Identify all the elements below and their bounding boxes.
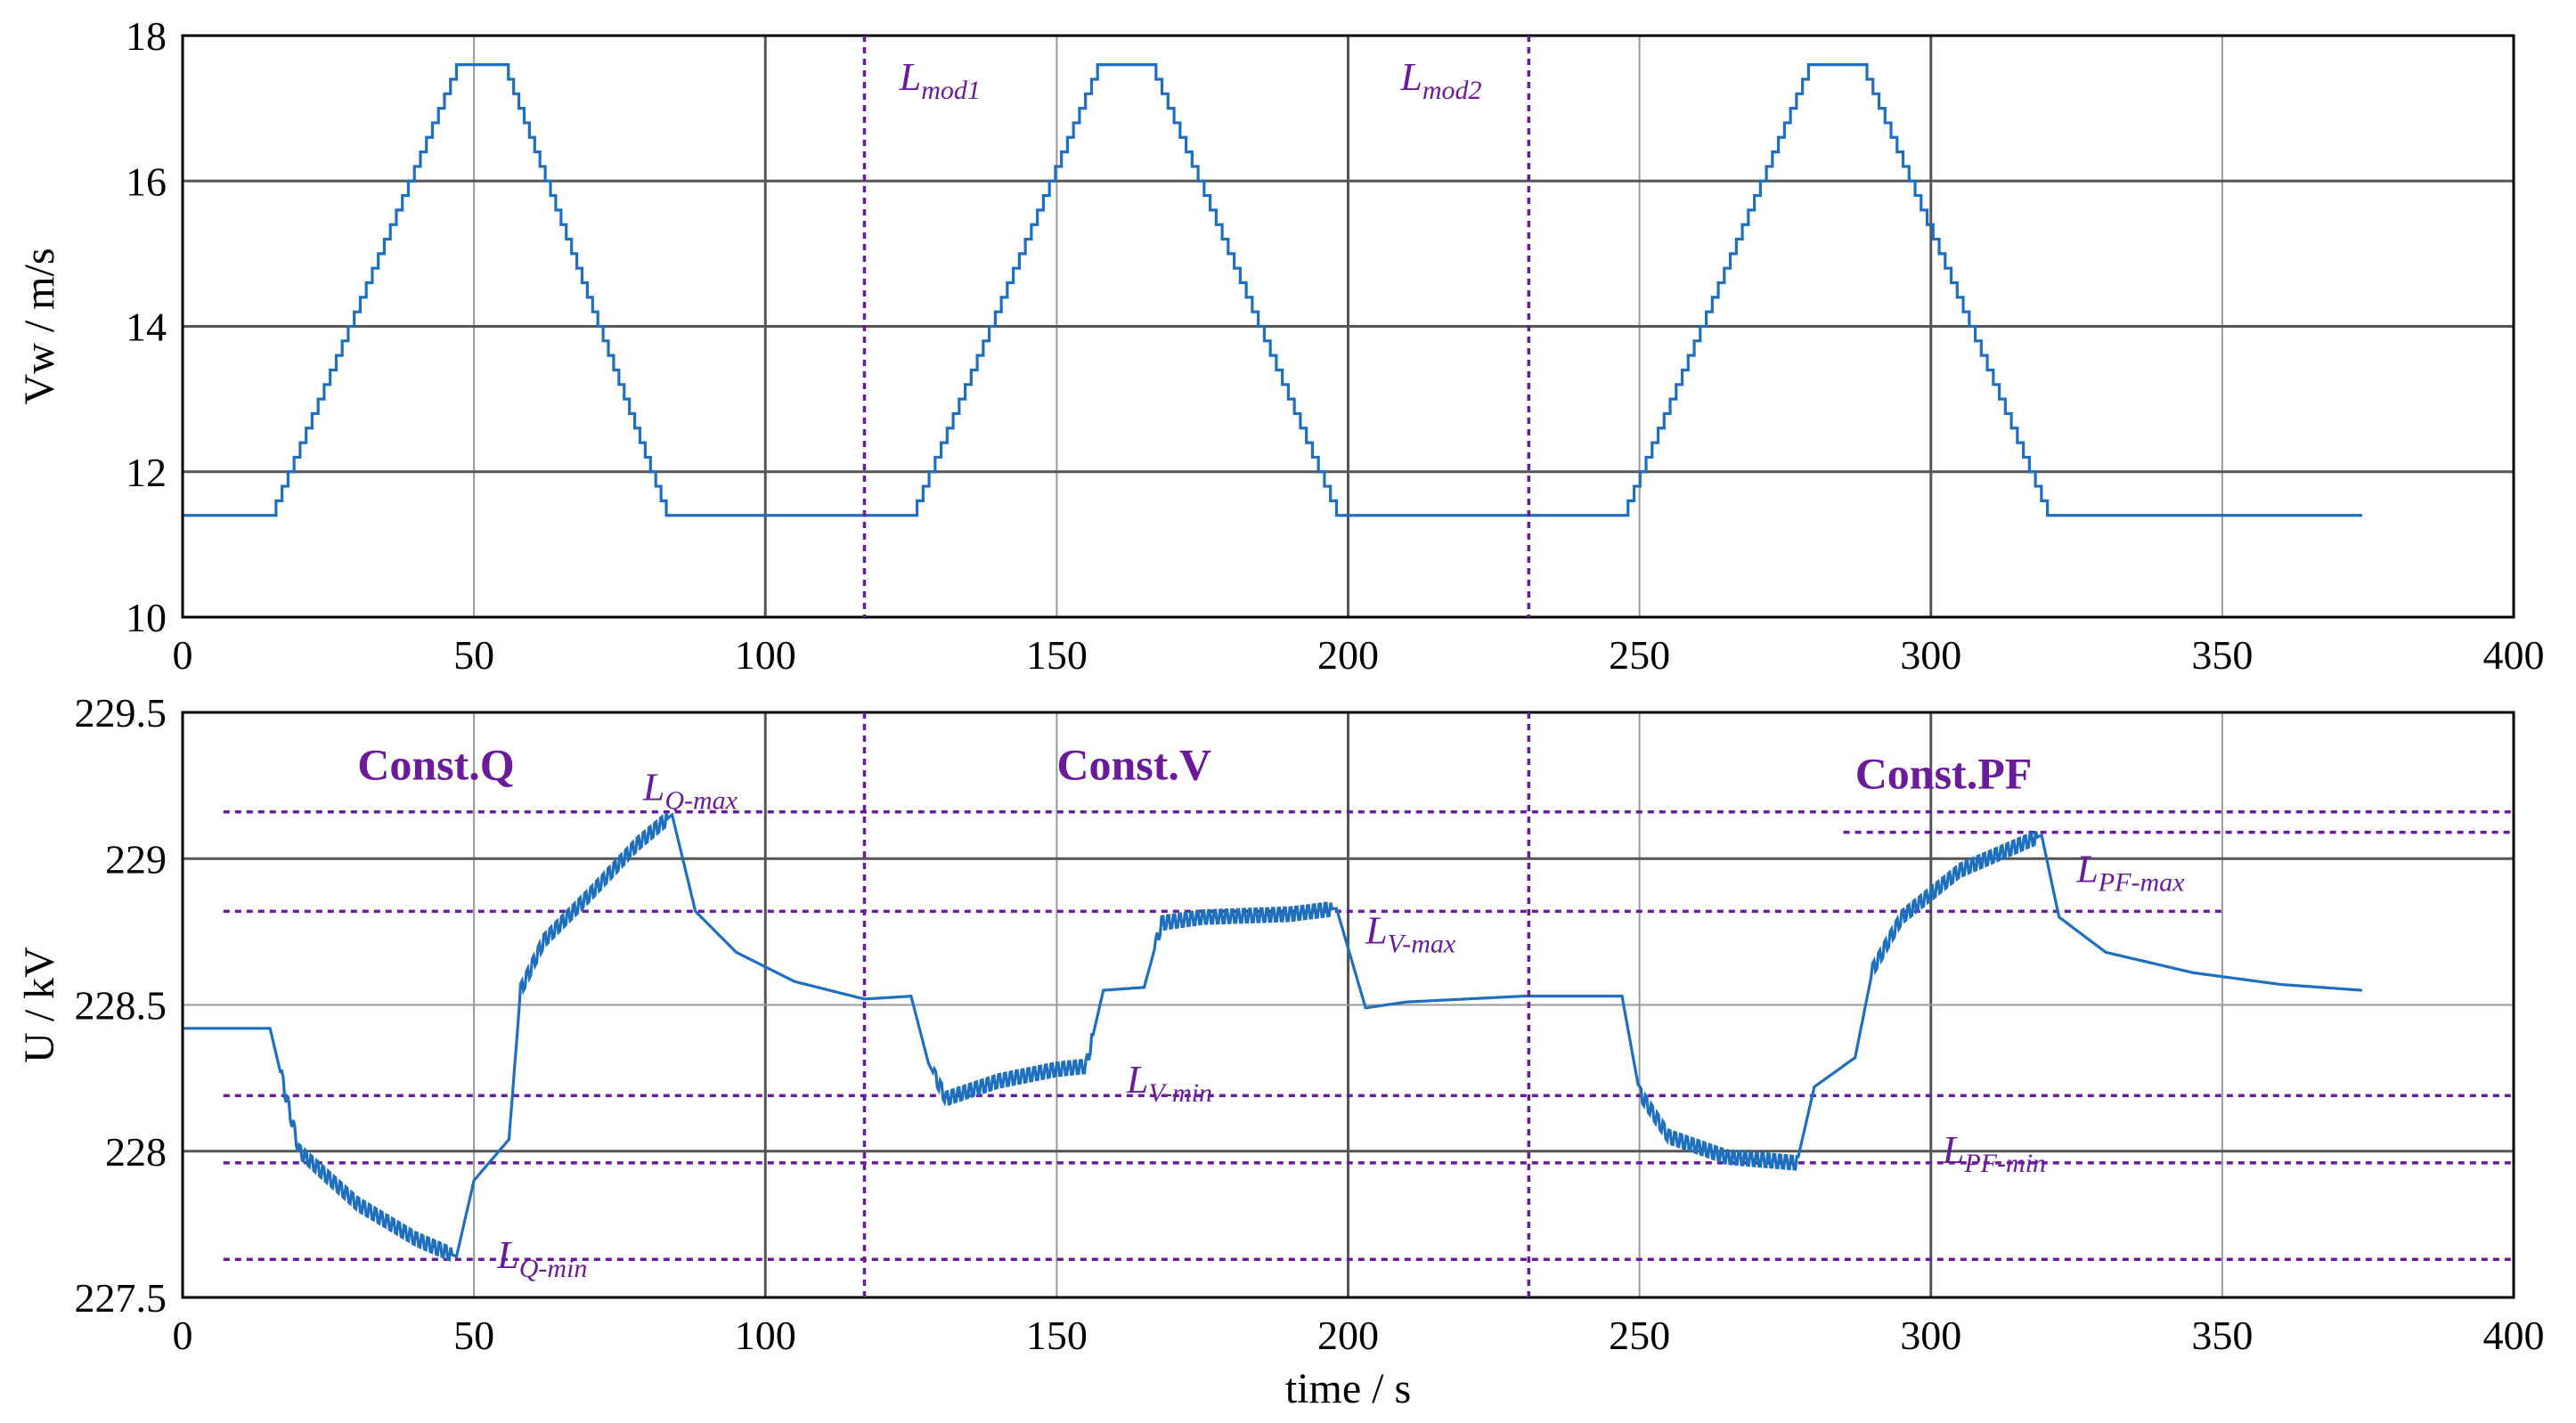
y-tick-label: 18 — [126, 13, 167, 59]
x-tick-label: 300 — [1900, 632, 1961, 678]
y-tick-label: 229.5 — [75, 690, 167, 736]
wind-grid — [183, 36, 2514, 617]
voltage-annotations: Const.Q Const.V Const.PF LQ-max LV-max LPF-ma… — [357, 740, 2185, 1284]
mode-label: Const.Q — [357, 740, 514, 790]
x-tick-label: 200 — [1317, 1313, 1379, 1358]
y-tick-label: 228 — [105, 1129, 167, 1175]
limit-label: LV-min — [1126, 1058, 1212, 1108]
voltage-grid — [183, 712, 2514, 1297]
x-tick-label: 0 — [173, 632, 193, 678]
wind-plot-frame — [181, 34, 2515, 619]
limit-label: LQ-min — [496, 1233, 587, 1283]
x-tick-label: 400 — [2483, 632, 2545, 678]
y-tick-label: 14 — [126, 305, 167, 350]
x-tick-label: 350 — [2191, 1313, 2253, 1358]
x-tick-label: 250 — [1609, 632, 1670, 678]
y-tick-label: 10 — [126, 595, 167, 640]
limit-label: LV-max — [1365, 909, 1456, 959]
x-tick-label: 350 — [2191, 632, 2253, 678]
mode-boundary-lines — [862, 36, 1531, 1297]
wind-annotations: Lmod1 Lmod2 — [899, 55, 1482, 105]
limit-label: LPF-min — [1942, 1128, 2046, 1178]
x-tick-label: 250 — [1609, 1313, 1670, 1358]
mode-label: Const.PF — [1855, 748, 2033, 798]
limit-label: Lmod2 — [1399, 55, 1481, 105]
voltage-y-axis-label: U / kV — [16, 947, 63, 1063]
x-tick-label: 100 — [735, 632, 796, 678]
mode-label: Const.V — [1056, 740, 1211, 790]
y-tick-label: 229 — [105, 836, 167, 882]
x-tick-label: 150 — [1026, 1313, 1088, 1358]
voltage-chart: 0 50 100 150 200 250 300 350 400 227.5228228.522… — [16, 690, 2545, 1412]
x-tick-label: 150 — [1026, 632, 1088, 678]
y-tick-label: 16 — [126, 159, 167, 204]
y-tick-label: 228.5 — [75, 983, 167, 1029]
voltage-plot-frame — [181, 711, 2515, 1299]
x-tick-label: 200 — [1317, 632, 1379, 678]
wind-y-axis-label: Vw / m/s — [16, 248, 63, 404]
x-tick-label: 50 — [453, 1313, 494, 1358]
limit-label: LPF-max — [2075, 848, 2185, 898]
limit-label: LQ-max — [642, 766, 738, 816]
limit-label: Lmod1 — [899, 55, 981, 105]
x-tick-label: 0 — [173, 1313, 193, 1358]
voltage-y-tick-labels: 227.5 228 228.5 229 229.5 — [75, 690, 167, 1321]
y-tick-label: 12 — [126, 450, 167, 495]
voltage-x-axis-label: time / s — [1285, 1365, 1411, 1412]
wind-y-tick-labels: 10 12 14 16 18 — [126, 13, 167, 640]
voltage-x-tick-labels: 0 50 100 150 200 250 300 350 400 — [173, 1313, 2545, 1358]
x-tick-label: 50 — [453, 632, 494, 678]
x-tick-label: 100 — [735, 1313, 796, 1358]
wind-speed-chart: 0 50 100 150 200 250 300 350 400 10 12 14 16 18 Vw /… — [16, 13, 2545, 678]
wind-x-tick-labels: 0 50 100 150 200 250 300 350 400 — [173, 632, 2545, 678]
x-tick-label: 400 — [2483, 1313, 2545, 1358]
y-tick-label: 227.5 — [75, 1275, 167, 1321]
x-tick-label: 300 — [1900, 1313, 1961, 1358]
wind-speed-series-line — [183, 63, 2362, 517]
voltage-series-line — [183, 812, 2362, 1263]
